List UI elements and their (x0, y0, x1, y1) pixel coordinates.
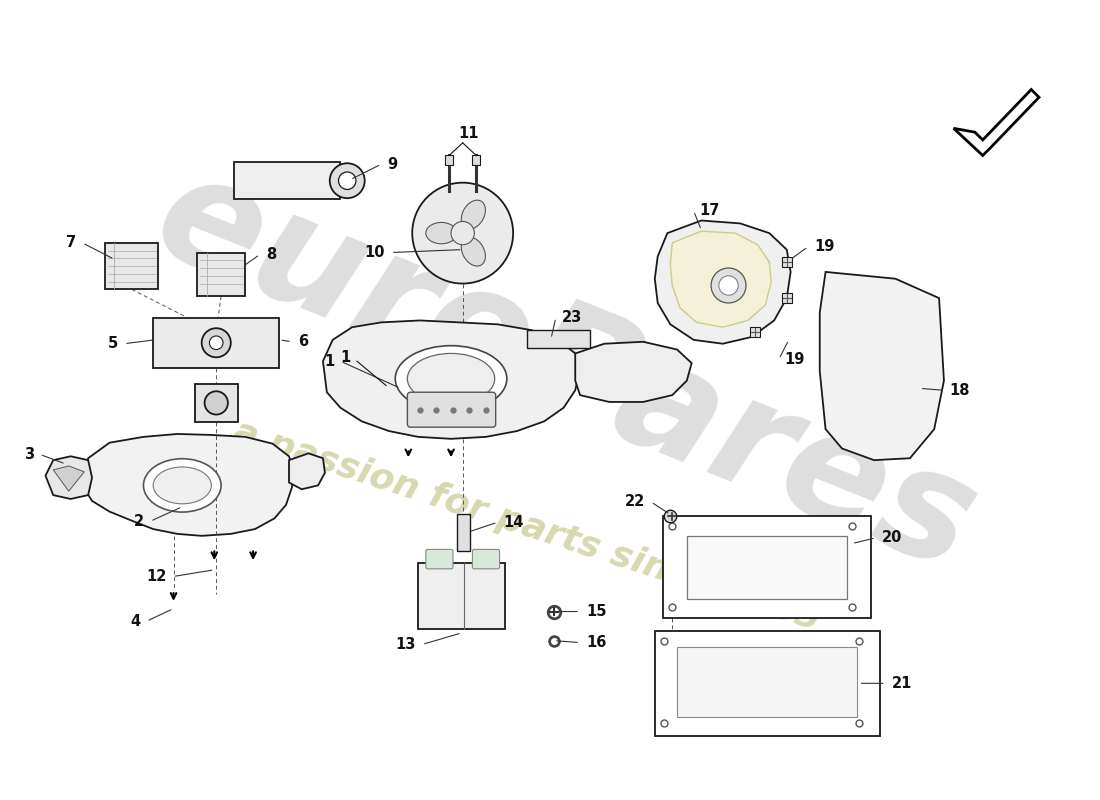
Polygon shape (53, 466, 85, 491)
Text: 19: 19 (784, 352, 805, 366)
Text: 17: 17 (700, 203, 719, 218)
Ellipse shape (461, 237, 485, 266)
Text: 18: 18 (949, 382, 970, 398)
FancyBboxPatch shape (456, 514, 471, 551)
FancyBboxPatch shape (418, 563, 505, 629)
Text: 12: 12 (146, 569, 167, 584)
FancyBboxPatch shape (527, 330, 590, 348)
Text: 15: 15 (586, 604, 606, 619)
FancyBboxPatch shape (195, 383, 238, 422)
FancyBboxPatch shape (426, 550, 453, 569)
Text: 3: 3 (24, 447, 34, 462)
FancyBboxPatch shape (472, 550, 499, 569)
FancyBboxPatch shape (407, 392, 496, 427)
Circle shape (718, 276, 738, 295)
FancyBboxPatch shape (686, 536, 847, 599)
Polygon shape (45, 456, 92, 499)
Polygon shape (323, 321, 580, 439)
Circle shape (201, 328, 231, 358)
Circle shape (205, 391, 228, 414)
Text: 8: 8 (266, 247, 276, 262)
FancyBboxPatch shape (233, 162, 340, 199)
Ellipse shape (143, 458, 221, 512)
Text: 4: 4 (131, 614, 141, 629)
Text: 2: 2 (134, 514, 144, 529)
Text: euroPares: euroPares (135, 139, 996, 602)
Text: 16: 16 (586, 635, 606, 650)
Circle shape (209, 336, 223, 350)
Text: 10: 10 (364, 245, 385, 260)
Text: 19: 19 (814, 239, 834, 254)
Text: 20: 20 (882, 530, 902, 546)
Text: a passion for parts since 1985: a passion for parts since 1985 (229, 415, 825, 638)
Text: 5: 5 (108, 336, 118, 351)
Text: 22: 22 (625, 494, 645, 510)
Ellipse shape (461, 200, 485, 229)
Text: 13: 13 (396, 637, 416, 652)
FancyBboxPatch shape (472, 155, 480, 165)
FancyBboxPatch shape (197, 253, 245, 296)
Text: 11: 11 (459, 126, 478, 141)
Text: 6: 6 (298, 334, 308, 350)
Ellipse shape (407, 354, 495, 404)
Polygon shape (289, 454, 324, 490)
Circle shape (451, 222, 474, 245)
Text: 21: 21 (891, 676, 912, 691)
Text: 7: 7 (66, 235, 77, 250)
FancyBboxPatch shape (153, 318, 279, 368)
Text: 23: 23 (562, 310, 582, 325)
FancyBboxPatch shape (662, 517, 871, 618)
Circle shape (339, 172, 356, 190)
FancyBboxPatch shape (104, 243, 158, 290)
Circle shape (330, 163, 365, 198)
FancyBboxPatch shape (678, 647, 857, 718)
FancyBboxPatch shape (446, 155, 453, 165)
Circle shape (412, 182, 513, 283)
Polygon shape (954, 90, 1040, 155)
Circle shape (711, 268, 746, 303)
Ellipse shape (426, 222, 456, 244)
Text: 1: 1 (324, 354, 334, 369)
Text: 14: 14 (504, 514, 524, 530)
Ellipse shape (153, 467, 211, 504)
FancyBboxPatch shape (654, 631, 880, 736)
Polygon shape (670, 231, 771, 327)
Polygon shape (820, 272, 944, 460)
Polygon shape (82, 434, 294, 536)
Text: 9: 9 (387, 157, 397, 172)
Ellipse shape (395, 346, 507, 412)
Polygon shape (654, 221, 791, 344)
Polygon shape (575, 342, 692, 402)
Text: 1: 1 (340, 350, 350, 365)
